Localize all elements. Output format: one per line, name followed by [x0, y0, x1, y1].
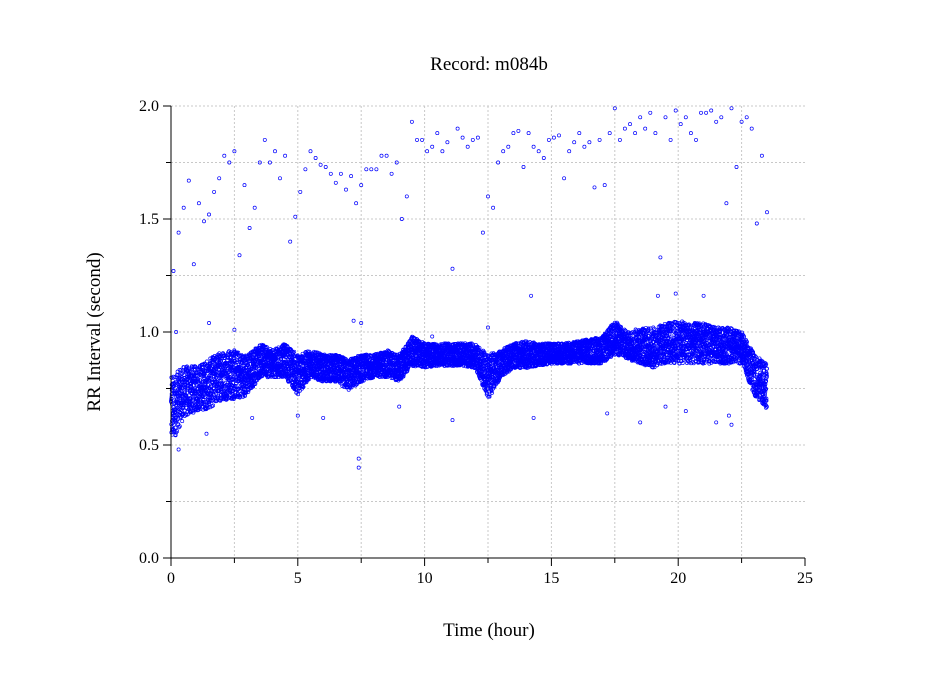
data-point	[208, 405, 213, 410]
data-point	[177, 425, 181, 430]
data-point	[218, 398, 223, 403]
data-point	[208, 396, 213, 401]
data-point	[243, 363, 248, 368]
data-point	[179, 392, 184, 397]
data-point	[244, 390, 249, 395]
data-point	[202, 395, 207, 400]
data-point	[183, 383, 188, 387]
data-point	[177, 375, 182, 380]
data-point	[198, 406, 203, 411]
data-point	[204, 406, 209, 411]
data-point	[209, 388, 214, 393]
data-point	[185, 412, 190, 417]
chart-title: Record: m084b	[430, 54, 548, 75]
data-point	[292, 349, 297, 354]
data-point	[223, 380, 228, 385]
data-point	[231, 384, 236, 389]
data-point	[264, 345, 269, 350]
data-point	[251, 384, 256, 389]
data-point	[225, 396, 230, 401]
data-point	[216, 393, 221, 398]
data-point	[213, 373, 218, 378]
data-point	[253, 381, 258, 386]
data-point	[186, 368, 191, 373]
data-point	[206, 405, 211, 410]
data-point	[192, 387, 197, 392]
data-points	[169, 106, 770, 470]
data-point	[171, 374, 176, 379]
data-point	[209, 375, 213, 380]
data-point	[279, 374, 284, 379]
data-point	[177, 424, 182, 429]
data-point	[298, 363, 303, 367]
data-point	[180, 419, 185, 424]
data-point	[211, 403, 216, 408]
data-point	[235, 379, 240, 384]
data-point	[201, 389, 206, 393]
data-point	[246, 363, 251, 367]
data-point	[214, 367, 219, 372]
x-axis-label: Time (hour)	[443, 620, 535, 641]
data-point	[345, 379, 350, 384]
data-point	[170, 402, 174, 407]
data-point	[184, 399, 189, 404]
data-point	[191, 410, 196, 415]
data-point	[196, 378, 201, 383]
data-point	[274, 375, 279, 379]
data-point	[175, 429, 180, 434]
data-point	[297, 388, 302, 393]
data-point	[361, 378, 366, 383]
data-point	[304, 368, 309, 373]
data-point	[219, 378, 224, 383]
data-point	[302, 380, 307, 385]
data-point	[177, 379, 182, 384]
data-point	[172, 402, 177, 407]
data-point	[173, 433, 178, 438]
grid	[171, 105, 805, 558]
data-point	[176, 394, 180, 399]
data-point	[349, 385, 354, 390]
data-point	[246, 389, 251, 394]
data-point	[260, 357, 265, 362]
data-point	[221, 384, 226, 388]
data-point	[173, 419, 178, 424]
data-point	[193, 364, 198, 369]
data-point	[171, 422, 176, 427]
data-point	[214, 396, 219, 401]
data-point	[279, 356, 284, 361]
data-point	[218, 363, 222, 367]
data-point	[301, 384, 306, 389]
data-point	[327, 366, 332, 371]
data-point	[233, 383, 238, 388]
data-point	[332, 363, 337, 368]
data-point	[199, 389, 204, 394]
data-point	[213, 388, 218, 393]
y-axis-label: RR Interval (second)	[84, 252, 105, 411]
